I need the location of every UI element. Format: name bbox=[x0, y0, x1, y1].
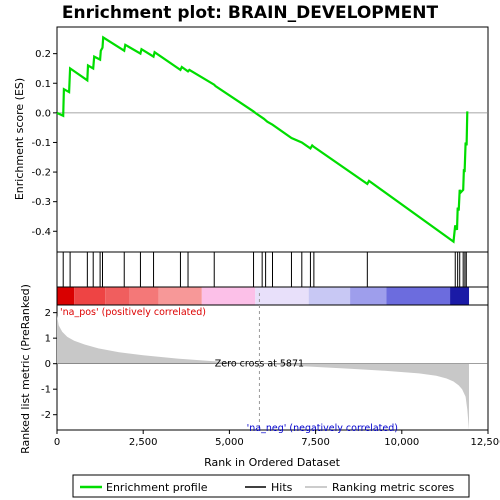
colorbar-segment bbox=[308, 287, 351, 305]
ranked-y-axis: 2 1 0 -1 -2 bbox=[41, 308, 57, 421]
x-tick-label: 7,500 bbox=[301, 437, 330, 448]
colorbar-segment bbox=[255, 287, 309, 305]
hit-marks bbox=[62, 252, 467, 287]
x-tick-label: 5,000 bbox=[215, 437, 244, 448]
colorbar-segment bbox=[74, 287, 106, 305]
ranked-y-tick-label: -2 bbox=[41, 410, 51, 421]
x-tick-label: 2,500 bbox=[129, 437, 158, 448]
ranked-y-tick-label: 0 bbox=[45, 359, 51, 370]
ranked-y-tick-label: -1 bbox=[41, 385, 51, 396]
colorbar-segment bbox=[450, 287, 470, 305]
es-y-tick-label: -0.4 bbox=[31, 227, 51, 238]
colorbar-segment bbox=[386, 287, 451, 305]
zero-cross-label: Zero cross at 5871 bbox=[215, 359, 304, 370]
legend-label-enrichment-profile: Enrichment profile bbox=[106, 481, 208, 494]
colorbar-segment bbox=[105, 287, 130, 305]
es-y-axis-label: Enrichment score (ES) bbox=[13, 78, 26, 200]
x-tick-label: 0 bbox=[54, 437, 60, 448]
chart-title: Enrichment plot: BRAIN_DEVELOPMENT bbox=[62, 3, 439, 23]
legend-box bbox=[72, 474, 470, 498]
positive-label: 'na_pos' (positively correlated) bbox=[60, 307, 206, 318]
es-panel-frame bbox=[56, 26, 489, 253]
ranked-y-axis-label: Ranked list metric (PreRanked) bbox=[19, 284, 32, 454]
enrichment-profile-line bbox=[56, 35, 469, 244]
colorbar-segment bbox=[350, 287, 387, 305]
rank-colorbar bbox=[57, 287, 470, 305]
x-axis-label: Rank in Ordered Dataset bbox=[204, 456, 341, 469]
legend-label-hits: Hits bbox=[271, 481, 293, 494]
negative-label: 'na_neg' (negatively correlated) bbox=[247, 423, 398, 434]
es-y-tick-label: 0.2 bbox=[35, 49, 51, 60]
x-tick-label: 12,500 bbox=[471, 437, 500, 448]
colorbar-segment bbox=[129, 287, 159, 305]
colorbar-segment bbox=[201, 287, 256, 305]
es-y-tick-label: -0.3 bbox=[31, 197, 51, 208]
ranked-y-tick-label: 2 bbox=[45, 308, 51, 319]
es-y-tick-label: -0.2 bbox=[31, 168, 51, 179]
legend-label-ranking-metric: Ranking metric scores bbox=[332, 481, 454, 494]
x-tick-label: 10,000 bbox=[384, 437, 419, 448]
colorbar-segment bbox=[158, 287, 202, 305]
es-y-tick-label: 0.1 bbox=[35, 79, 51, 90]
x-axis: 0 2,500 5,000 7,500 10,000 12,500 bbox=[54, 430, 500, 448]
colorbar-segment bbox=[57, 287, 75, 305]
es-y-axis: 0.2 0.1 0.0 -0.1 -0.2 -0.3 -0.4 bbox=[31, 49, 57, 238]
es-y-tick-label: 0.0 bbox=[35, 108, 51, 119]
ranked-y-tick-label: 1 bbox=[45, 334, 51, 345]
es-y-tick-label: -0.1 bbox=[31, 138, 51, 149]
